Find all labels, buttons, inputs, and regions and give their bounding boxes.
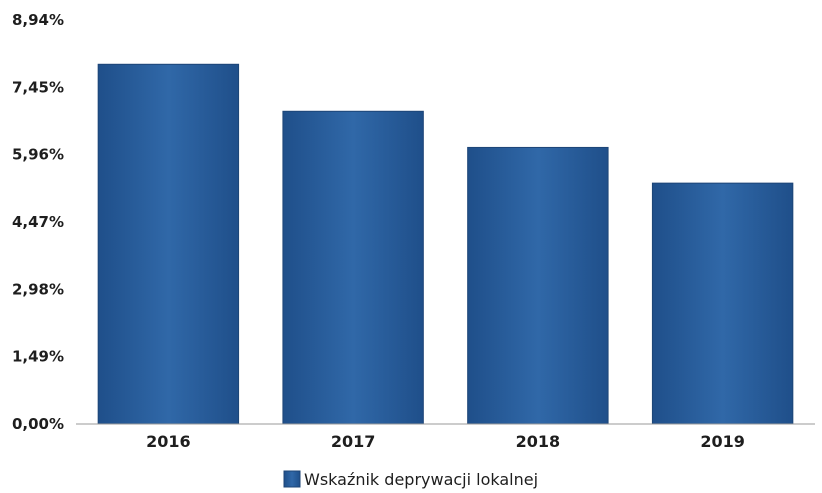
y-tick-label: 8,94% [12,11,64,29]
y-axis: 0,00% 1,49% 2,98% 4,47% 5,96% 7,45% 8,94% [12,11,64,433]
y-tick-label: 7,45% [12,78,64,96]
x-tick-label: 2018 [516,432,561,451]
legend-label: Wskaźnik deprywacji lokalnej [304,470,538,489]
y-tick-label: 5,96% [12,146,64,164]
y-tick-label: 2,98% [12,280,64,298]
x-tick-label: 2019 [700,432,745,451]
x-tick-label: 2017 [331,432,376,451]
bar [282,110,424,425]
y-tick-label: 0,00% [12,415,64,433]
y-tick-label: 4,47% [12,213,64,231]
x-axis: 2016 2017 2018 2019 [76,423,815,451]
bar [651,182,794,425]
bars [97,63,794,425]
bar [467,146,609,425]
y-tick-label: 1,49% [12,348,64,366]
bar [97,63,240,425]
x-tick-label: 2016 [146,432,191,451]
legend-swatch [283,470,301,488]
legend: Wskaźnik deprywacji lokalnej [283,470,538,489]
